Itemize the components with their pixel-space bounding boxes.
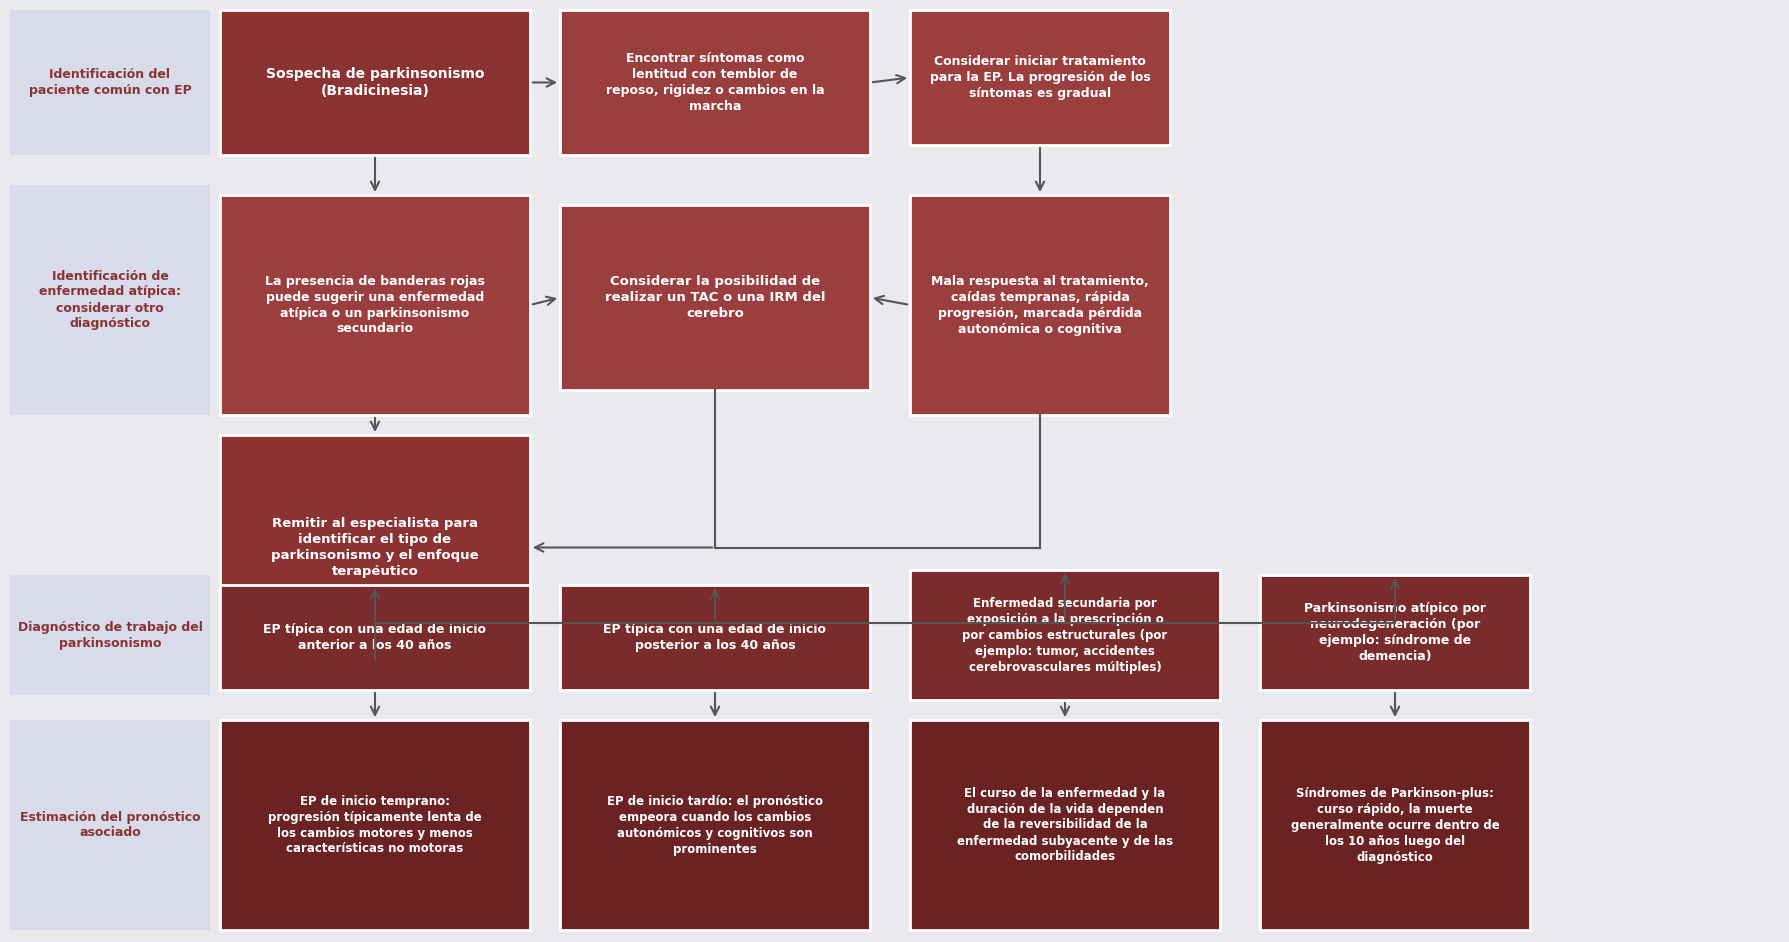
FancyBboxPatch shape	[909, 720, 1220, 930]
Text: Diagnóstico de trabajo del
parkinsonismo: Diagnóstico de trabajo del parkinsonismo	[18, 621, 202, 649]
Text: Remitir al especialista para
identificar el tipo de
parkinsonismo y el enfoque
t: Remitir al especialista para identificar…	[272, 517, 478, 578]
FancyBboxPatch shape	[11, 575, 209, 695]
FancyBboxPatch shape	[560, 720, 869, 930]
Text: La presencia de banderas rojas
puede sugerir una enfermedad
atípica o un parkins: La presencia de banderas rojas puede sug…	[265, 274, 485, 335]
Text: EP típica con una edad de inicio
anterior a los 40 años: EP típica con una edad de inicio anterio…	[263, 623, 487, 652]
FancyBboxPatch shape	[560, 205, 869, 390]
FancyBboxPatch shape	[11, 185, 209, 415]
Text: Sospecha de parkinsonismo
(Bradicinesia): Sospecha de parkinsonismo (Bradicinesia)	[265, 67, 485, 98]
Text: Síndromes de Parkinson-plus:
curso rápido, la muerte
generalmente ocurre dentro : Síndromes de Parkinson-plus: curso rápid…	[1290, 787, 1499, 864]
Text: Identificación de
enfermedad atípica:
considerar otro
diagnóstico: Identificación de enfermedad atípica: co…	[39, 269, 181, 331]
FancyBboxPatch shape	[11, 720, 209, 930]
FancyBboxPatch shape	[220, 585, 530, 690]
Text: Identificación del
paciente común con EP: Identificación del paciente común con EP	[29, 68, 191, 97]
Text: Encontrar síntomas como
lentitud con temblor de
reposo, rigidez o cambios en la
: Encontrar síntomas como lentitud con tem…	[605, 52, 825, 113]
FancyBboxPatch shape	[220, 10, 530, 155]
Text: EP de inicio tardío: el pronóstico
empeora cuando los cambios
autonómicos y cogn: EP de inicio tardío: el pronóstico empeo…	[606, 794, 823, 855]
FancyBboxPatch shape	[909, 195, 1170, 415]
Text: Considerar iniciar tratamiento
para la EP. La progresión de los
síntomas es grad: Considerar iniciar tratamiento para la E…	[928, 55, 1150, 100]
FancyBboxPatch shape	[909, 570, 1220, 700]
Text: Enfermedad secundaria por
exposición a la prescripción o
por cambios estructural: Enfermedad secundaria por exposición a l…	[962, 596, 1166, 674]
FancyBboxPatch shape	[220, 435, 530, 660]
FancyBboxPatch shape	[560, 10, 869, 155]
Text: El curso de la enfermedad y la
duración de la vida dependen
de la reversibilidad: El curso de la enfermedad y la duración …	[957, 787, 1172, 864]
FancyBboxPatch shape	[1259, 720, 1530, 930]
Text: Considerar la posibilidad de
realizar un TAC o una IRM del
cerebro: Considerar la posibilidad de realizar un…	[605, 275, 825, 320]
Text: EP de inicio temprano:
progresión típicamente lenta de
los cambios motores y men: EP de inicio temprano: progresión típica…	[268, 794, 481, 855]
Text: EP típica con una edad de inicio
posterior a los 40 años: EP típica con una edad de inicio posteri…	[603, 623, 827, 652]
FancyBboxPatch shape	[1259, 575, 1530, 690]
Text: Mala respuesta al tratamiento,
caídas tempranas, rápida
progresión, marcada pérd: Mala respuesta al tratamiento, caídas te…	[930, 274, 1149, 335]
FancyBboxPatch shape	[909, 10, 1170, 145]
Text: Parkinsonismo atípico por
neurodegeneración (por
ejemplo: síndrome de
demencia): Parkinsonismo atípico por neurodegenerac…	[1302, 602, 1485, 663]
FancyBboxPatch shape	[560, 585, 869, 690]
Text: Estimación del pronóstico
asociado: Estimación del pronóstico asociado	[20, 810, 200, 839]
FancyBboxPatch shape	[220, 720, 530, 930]
FancyBboxPatch shape	[11, 10, 209, 155]
FancyBboxPatch shape	[220, 195, 530, 415]
